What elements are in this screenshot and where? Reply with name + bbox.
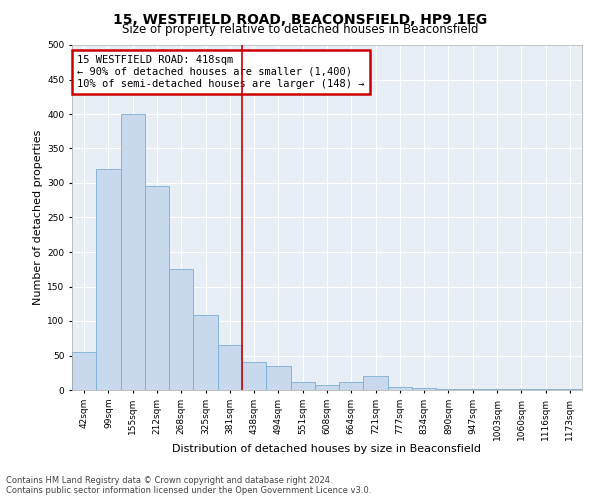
Bar (388, 386, 412, 390)
Bar (242, 362, 266, 390)
X-axis label: Distribution of detached houses by size in Beaconsfield: Distribution of detached houses by size … (173, 444, 482, 454)
Bar (169, 269, 193, 390)
Text: Size of property relative to detached houses in Beaconsfield: Size of property relative to detached ho… (122, 22, 478, 36)
Text: 15 WESTFIELD ROAD: 418sqm
← 90% of detached houses are smaller (1,400)
10% of se: 15 WESTFIELD ROAD: 418sqm ← 90% of detac… (77, 56, 365, 88)
Bar (193, 316, 218, 390)
Y-axis label: Number of detached properties: Number of detached properties (33, 130, 43, 305)
Bar (290, 382, 315, 390)
Text: 15, WESTFIELD ROAD, BEACONSFIELD, HP9 1EG: 15, WESTFIELD ROAD, BEACONSFIELD, HP9 1E… (113, 12, 487, 26)
Bar (436, 388, 461, 390)
Bar (315, 385, 339, 390)
Bar (96, 169, 121, 390)
Bar (145, 186, 169, 390)
Bar (339, 382, 364, 390)
Bar (364, 376, 388, 390)
Bar (266, 366, 290, 390)
Bar (121, 114, 145, 390)
Bar (218, 345, 242, 390)
Text: Contains HM Land Registry data © Crown copyright and database right 2024.
Contai: Contains HM Land Registry data © Crown c… (6, 476, 371, 495)
Bar (412, 388, 436, 390)
Bar (72, 352, 96, 390)
